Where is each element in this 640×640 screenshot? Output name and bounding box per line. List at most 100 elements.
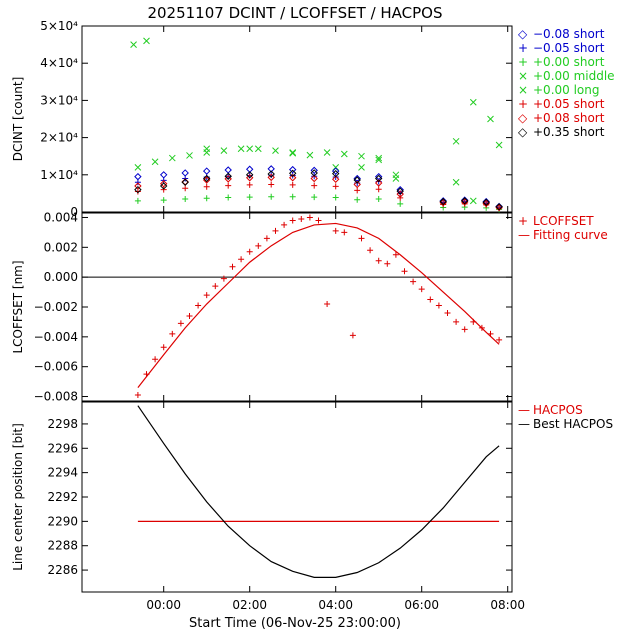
- y-axis-label: Line center position [bit]: [11, 423, 25, 571]
- legend-label: +0.00 short: [533, 55, 605, 69]
- data-point: [323, 149, 331, 156]
- data-point: [482, 198, 490, 207]
- data-point: [375, 257, 382, 264]
- data-point: [487, 115, 494, 123]
- data-point: [268, 181, 275, 188]
- data-point: [237, 145, 245, 153]
- data-point: [397, 194, 404, 201]
- data-point: [186, 152, 193, 159]
- y-tick-label: 4×10⁴: [40, 56, 78, 70]
- data-point: [263, 235, 270, 242]
- data-point: [401, 268, 408, 275]
- data-point: [203, 195, 210, 202]
- legend-label: +0.08 short: [533, 111, 605, 125]
- data-point: [289, 149, 297, 156]
- legend-label: +0.05 short: [533, 97, 605, 111]
- data-point: [495, 141, 503, 149]
- y-tick-label: 2292: [47, 490, 78, 504]
- legend-label: +0.00 middle: [533, 69, 615, 83]
- data-point: [453, 318, 460, 325]
- data-point: [452, 137, 460, 145]
- data-point: [353, 180, 361, 189]
- data-point: [392, 251, 399, 258]
- data-point: [130, 41, 137, 48]
- data-point: [358, 152, 365, 160]
- legend-label: Fitting curve: [533, 228, 608, 242]
- data-point: [181, 169, 189, 177]
- data-point: [289, 149, 297, 157]
- data-point: [332, 183, 339, 190]
- data-point: [254, 145, 262, 153]
- data-point: [341, 229, 348, 236]
- data-point: [255, 242, 262, 249]
- y-tick-label: 0.004: [44, 210, 78, 224]
- data-point: [374, 174, 383, 183]
- data-point: [358, 164, 365, 171]
- data-point: [268, 193, 275, 200]
- y-axis-label: DCINT [count]: [11, 77, 25, 162]
- legend-marker: +: [518, 97, 528, 111]
- data-point: [238, 256, 245, 263]
- y-tick-label: 3×10⁴: [40, 93, 78, 107]
- series-+0.35 short: [134, 169, 503, 211]
- series-line: [137, 405, 500, 578]
- data-point: [281, 221, 288, 228]
- data-point: [160, 344, 167, 351]
- series-line: [137, 222, 500, 388]
- y-tick-label: 2290: [47, 514, 78, 528]
- data-point: [439, 198, 447, 207]
- legend-marker: ◇: [518, 111, 528, 125]
- data-point: [143, 37, 150, 45]
- data-point: [220, 147, 228, 154]
- y-tick-label: 2294: [47, 466, 78, 480]
- legend-marker: +: [518, 55, 528, 69]
- data-point: [358, 235, 365, 242]
- data-point: [203, 183, 210, 190]
- data-point: [396, 190, 404, 198]
- y-tick-label: 2×10⁴: [40, 131, 78, 145]
- data-point: [134, 185, 142, 194]
- data-point: [134, 172, 142, 181]
- series-+0.05 short: [134, 181, 503, 212]
- data-point: [160, 186, 167, 193]
- data-point: [224, 166, 232, 174]
- data-point: [482, 199, 490, 208]
- plot-frame: [81, 401, 513, 593]
- legend-label: LCOFFSET: [533, 214, 594, 228]
- data-point: [177, 320, 184, 327]
- series-+0.00 long: [134, 98, 503, 182]
- data-point: [267, 165, 275, 173]
- data-point: [354, 187, 361, 194]
- data-point: [298, 215, 305, 222]
- data-point: [439, 197, 447, 206]
- data-point: [134, 182, 142, 190]
- y-tick-label: −0.004: [34, 330, 78, 344]
- data-point: [310, 174, 318, 183]
- series-+0.00 middle: [130, 37, 477, 205]
- data-point: [195, 302, 202, 309]
- legend-marker: —: [518, 403, 530, 417]
- data-point: [245, 171, 254, 179]
- data-point: [375, 195, 382, 202]
- x-tick-label: 04:00: [318, 598, 353, 612]
- data-point: [310, 169, 318, 177]
- data-point: [306, 151, 314, 159]
- data-point: [288, 169, 297, 178]
- data-point: [245, 174, 254, 182]
- data-point: [246, 194, 253, 201]
- data-point: [332, 227, 339, 234]
- data-point: [460, 197, 469, 205]
- x-tick-label: 02:00: [232, 598, 267, 612]
- legend-label: +0.35 short: [533, 125, 605, 139]
- legend-marker: +: [518, 214, 528, 228]
- legend-label: Best HACPOS: [533, 417, 613, 431]
- legend-marker: —: [518, 417, 530, 431]
- panel-lcoffset: 0.004 0.002 0.000 −0.002 −0.004 −0.006 −0.008 L…: [11, 210, 608, 403]
- legend-marker: ×: [518, 83, 528, 97]
- data-point: [203, 145, 211, 153]
- data-point: [159, 180, 168, 188]
- legend-marker: ◇: [518, 27, 528, 41]
- data-point: [152, 356, 159, 363]
- data-point: [159, 171, 168, 179]
